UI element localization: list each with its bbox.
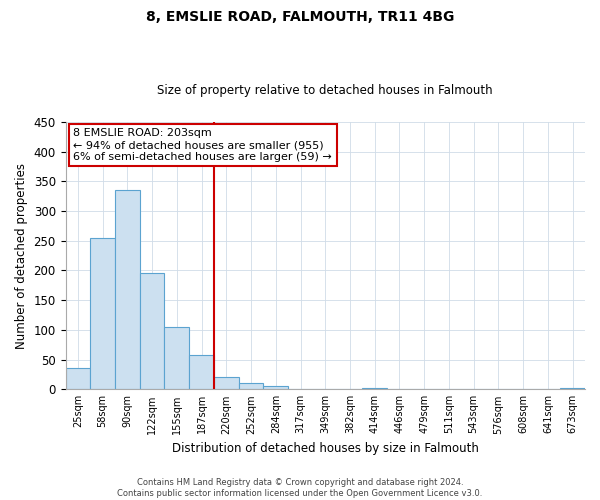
Bar <box>263 386 288 390</box>
Bar <box>65 368 90 390</box>
Bar <box>115 190 140 390</box>
Bar <box>90 238 115 390</box>
Bar <box>189 356 214 390</box>
Text: 8 EMSLIE ROAD: 203sqm
← 94% of detached houses are smaller (955)
6% of semi-deta: 8 EMSLIE ROAD: 203sqm ← 94% of detached … <box>73 128 332 162</box>
Y-axis label: Number of detached properties: Number of detached properties <box>15 162 28 348</box>
Text: Contains HM Land Registry data © Crown copyright and database right 2024.
Contai: Contains HM Land Registry data © Crown c… <box>118 478 482 498</box>
Bar <box>362 388 387 390</box>
Bar <box>288 388 313 390</box>
Bar <box>140 273 164 390</box>
Bar <box>239 383 263 390</box>
Text: 8, EMSLIE ROAD, FALMOUTH, TR11 4BG: 8, EMSLIE ROAD, FALMOUTH, TR11 4BG <box>146 10 454 24</box>
Title: Size of property relative to detached houses in Falmouth: Size of property relative to detached ho… <box>157 84 493 97</box>
Bar <box>214 378 239 390</box>
Bar <box>560 388 585 390</box>
Bar <box>164 328 189 390</box>
X-axis label: Distribution of detached houses by size in Falmouth: Distribution of detached houses by size … <box>172 442 479 455</box>
